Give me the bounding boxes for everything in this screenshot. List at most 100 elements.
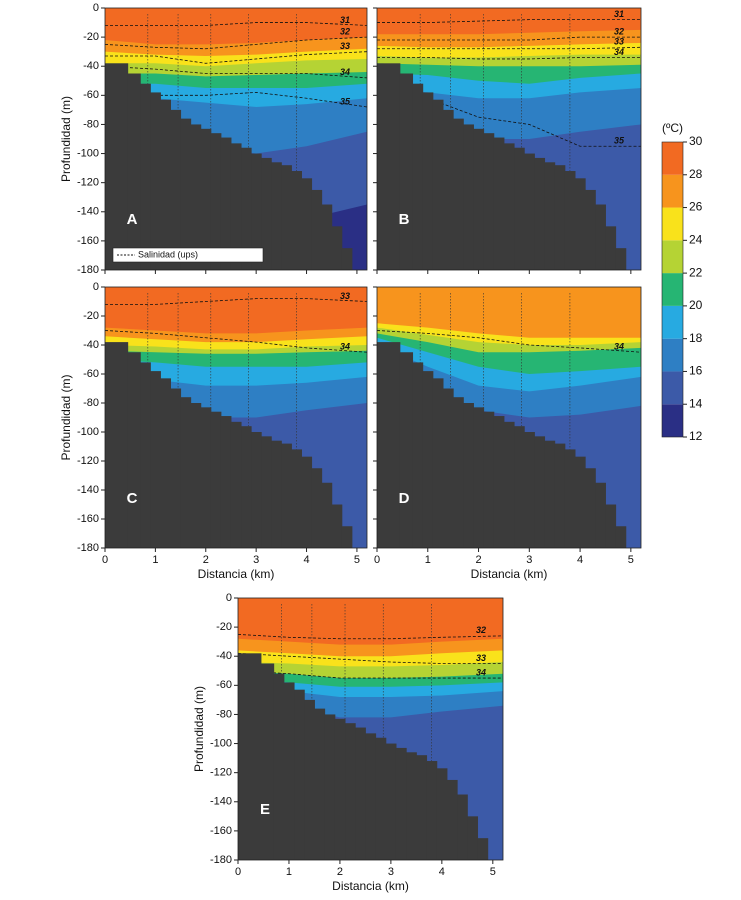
x-tick-label: 5 xyxy=(354,554,360,566)
y-tick-label: -180 xyxy=(77,542,99,554)
y-tick-label: -160 xyxy=(77,513,99,525)
seafloor-step xyxy=(503,143,515,270)
panel-letter: B xyxy=(399,211,410,228)
salinity-contour xyxy=(105,330,367,353)
seafloor-step xyxy=(463,124,474,270)
salinity-contour xyxy=(105,22,367,26)
seafloor-step xyxy=(355,727,366,860)
seafloor-step xyxy=(281,443,292,548)
x-tick-label: 0 xyxy=(102,554,108,566)
colorbar-tick-label: 22 xyxy=(689,265,703,279)
salinity-label: 34 xyxy=(340,67,350,77)
seafloor-step xyxy=(377,63,401,270)
seafloor-step xyxy=(385,743,397,860)
x-tick-label: 1 xyxy=(425,554,431,566)
seafloor-step xyxy=(324,714,336,860)
seafloor-step xyxy=(200,407,212,548)
panel: 32 33 34 xyxy=(238,598,503,860)
seafloor-step xyxy=(446,779,458,860)
y-tick-label: -80 xyxy=(83,118,99,130)
colorbar-band xyxy=(662,142,683,175)
seafloor-step xyxy=(457,794,468,860)
seafloor-step xyxy=(291,449,302,548)
seafloor-step xyxy=(585,468,596,548)
seafloor-step xyxy=(399,352,414,548)
seafloor-step xyxy=(453,397,464,548)
x-tick-label: 4 xyxy=(577,554,583,566)
seafloor-step xyxy=(585,189,596,270)
y-tick-label: -100 xyxy=(77,426,99,438)
legend-box xyxy=(112,247,264,263)
colorbar-tick-label: 12 xyxy=(689,429,703,443)
seafloor-step xyxy=(238,653,262,860)
seafloor-step xyxy=(443,388,454,548)
seafloor-step xyxy=(230,421,242,548)
x-tick-label: 1 xyxy=(286,866,292,878)
panel-frame xyxy=(104,7,368,271)
x-tick-label: 2 xyxy=(475,554,481,566)
salinity-contour xyxy=(105,65,367,79)
seafloor-step xyxy=(314,708,326,860)
colorbar-band xyxy=(662,404,683,437)
salinity-label: 33 xyxy=(340,291,350,301)
y-tick-label: -20 xyxy=(83,310,99,322)
seafloor-step xyxy=(321,204,333,270)
x-axis-label: Distancia (km) xyxy=(332,879,409,893)
seafloor-step xyxy=(200,128,212,270)
colorbar-tick-label: 14 xyxy=(689,396,703,410)
seafloor-step xyxy=(321,482,333,548)
seafloor-step xyxy=(399,73,414,270)
seafloor-step xyxy=(544,440,556,548)
y-tick-label: -40 xyxy=(83,339,99,351)
seafloor-step xyxy=(406,752,417,860)
colorbar-tick-label: 28 xyxy=(689,167,703,181)
colorbar-tick-label: 24 xyxy=(689,233,703,247)
salinity-label: 34 xyxy=(476,667,486,677)
colorbar-title: (ºC) xyxy=(662,121,683,135)
seafloor-step xyxy=(544,162,556,270)
seafloor-step xyxy=(251,432,262,548)
salinity-contour xyxy=(377,57,641,60)
seafloor-step xyxy=(375,737,387,860)
seafloor-step xyxy=(416,755,428,860)
y-tick-label: -40 xyxy=(83,60,99,72)
salinity-contour xyxy=(238,670,503,679)
temperature-band xyxy=(377,287,641,338)
x-axis-label: Distancia (km) xyxy=(198,567,275,581)
seafloor-step xyxy=(261,436,272,548)
panel-frame xyxy=(104,286,368,549)
colorbar-band xyxy=(662,338,683,372)
y-tick-label: -180 xyxy=(210,854,232,866)
seafloor-step xyxy=(524,153,535,270)
seafloor-step xyxy=(331,504,343,548)
y-tick-label: 0 xyxy=(226,592,232,604)
seafloor-step xyxy=(311,189,323,270)
seafloor-step xyxy=(432,378,444,548)
seafloor-step xyxy=(605,226,617,270)
seafloor-step xyxy=(311,468,323,548)
y-tick-label: -140 xyxy=(77,206,99,218)
y-tick-label: -160 xyxy=(77,235,99,247)
seafloor-step xyxy=(473,128,485,270)
seafloor-step xyxy=(534,436,546,548)
seafloor-step xyxy=(301,178,313,270)
temperature-band xyxy=(105,287,367,334)
seafloor-step xyxy=(140,83,151,270)
seafloor-step xyxy=(377,342,401,548)
salinity-label: 31 xyxy=(340,15,350,25)
x-tick-label: 1 xyxy=(152,554,158,566)
seafloor-step xyxy=(575,178,586,270)
salinity-label: 33 xyxy=(614,37,624,47)
panel-frame xyxy=(376,7,642,271)
seafloor-step xyxy=(334,718,346,860)
y-tick-label: -60 xyxy=(216,679,232,691)
seafloor-step xyxy=(412,362,424,548)
y-tick-label: -140 xyxy=(77,484,99,496)
seafloor-step xyxy=(365,733,377,860)
seafloor-step xyxy=(291,171,302,270)
salinity-label: 31 xyxy=(614,9,624,19)
y-axis-label: Profundidad (m) xyxy=(59,374,73,460)
temperature-band xyxy=(238,598,503,645)
seafloor-step xyxy=(260,663,275,860)
